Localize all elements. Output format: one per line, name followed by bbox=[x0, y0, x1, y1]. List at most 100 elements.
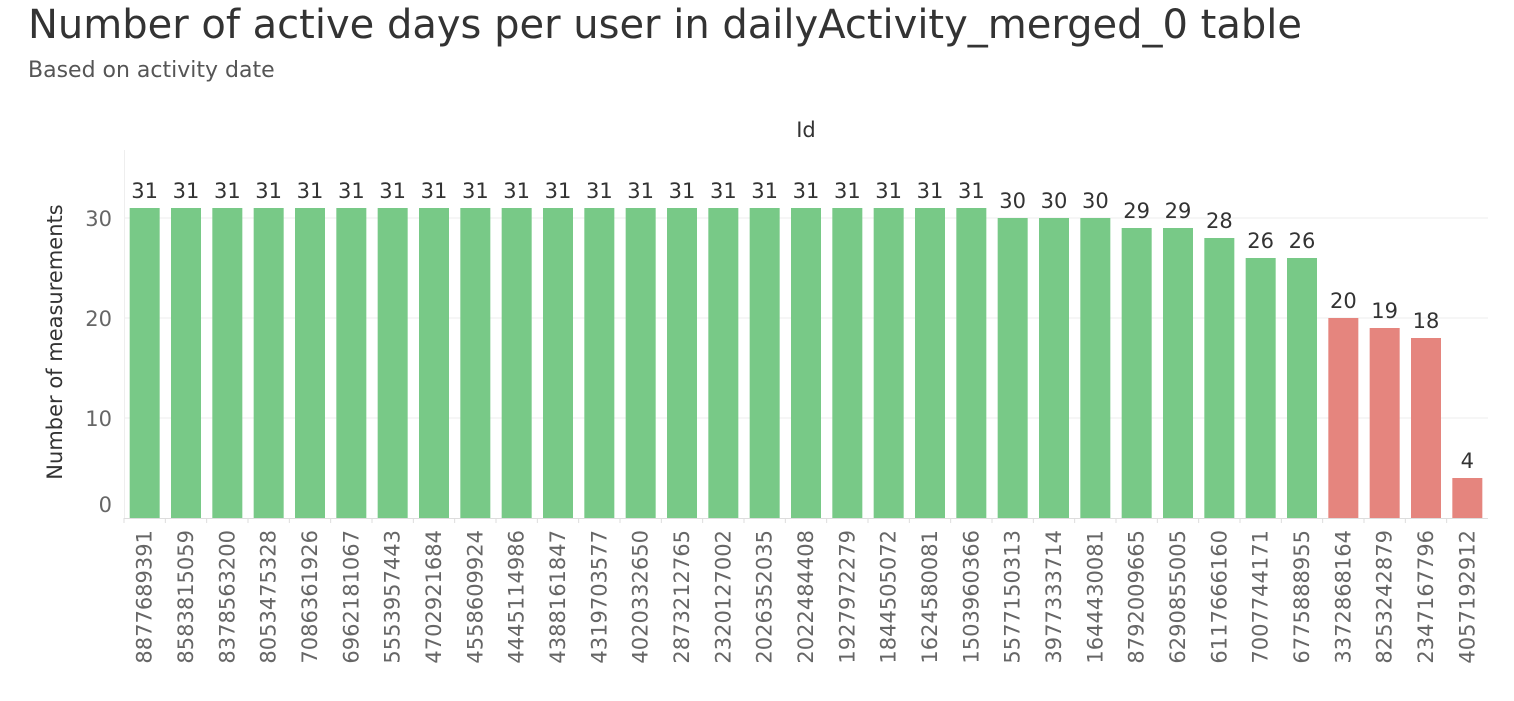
bar-2347167796 bbox=[1411, 338, 1441, 518]
data-label-8253242879: 19 bbox=[1371, 299, 1398, 323]
data-label-8378563200: 31 bbox=[214, 179, 241, 203]
chart-subtitle: Based on activity date bbox=[28, 58, 275, 83]
bar-2873212765 bbox=[667, 208, 697, 518]
data-labels: 31 31 31 31 31 31 31 31 31 31 31 31 31 31 31 31 31 31 31 31… bbox=[131, 179, 1474, 473]
data-label-7007744171: 26 bbox=[1247, 229, 1274, 253]
data-label-1644430081: 30 bbox=[1082, 189, 1109, 213]
x-axis-title: Id bbox=[796, 118, 816, 142]
x-tick-label-4558609924: 4558609924 bbox=[463, 530, 487, 664]
bar-6117666160 bbox=[1204, 238, 1235, 518]
bar-8253242879 bbox=[1369, 328, 1400, 518]
x-tick-label-4702921684: 4702921684 bbox=[422, 530, 446, 664]
x-tick-label-4388161847: 4388161847 bbox=[546, 530, 570, 664]
data-label-4702921684: 31 bbox=[421, 179, 448, 203]
data-label-2320127002: 31 bbox=[710, 179, 737, 203]
x-tick-label-4445114986: 4445114986 bbox=[505, 530, 529, 664]
data-label-4319703577: 31 bbox=[586, 179, 613, 203]
y-tick-label: 10 bbox=[85, 407, 112, 431]
data-label-4388161847: 31 bbox=[545, 179, 572, 203]
bar-8792009665 bbox=[1121, 228, 1152, 518]
data-label-4558609924: 31 bbox=[462, 179, 489, 203]
x-tick-label-2026352035: 2026352035 bbox=[753, 530, 777, 664]
x-tick-label-8378563200: 8378563200 bbox=[215, 530, 239, 664]
x-tick-label-8877689391: 8877689391 bbox=[133, 530, 157, 664]
bar-7086361926 bbox=[295, 208, 325, 518]
bar-4388161847 bbox=[543, 208, 573, 518]
bar-3977333714 bbox=[1039, 218, 1069, 518]
x-tick-label-1927972279: 1927972279 bbox=[835, 530, 859, 664]
x-tick-label-7086361926: 7086361926 bbox=[298, 530, 322, 664]
y-axis-ticks: 0 10 20 30 bbox=[85, 207, 112, 517]
data-label-4020332650: 31 bbox=[627, 179, 654, 203]
bar-4020332650 bbox=[625, 208, 656, 518]
x-tick-label-1624580081: 1624580081 bbox=[918, 530, 942, 664]
data-label-6117666160: 28 bbox=[1206, 209, 1233, 233]
bar-4445114986 bbox=[501, 208, 532, 518]
bar-5577150313 bbox=[997, 218, 1028, 518]
x-tick-label-6290855005: 6290855005 bbox=[1166, 530, 1190, 664]
y-tick-label: 30 bbox=[85, 207, 112, 231]
data-label-8583815059: 31 bbox=[173, 179, 200, 203]
chart-title: Number of active days per user in dailyA… bbox=[28, 2, 1302, 48]
bar-4319703577 bbox=[584, 208, 615, 518]
bar-1624580081 bbox=[915, 208, 945, 518]
data-label-6962181067: 31 bbox=[338, 179, 365, 203]
data-label-1503960366: 31 bbox=[958, 179, 985, 203]
bar-1644430081 bbox=[1080, 218, 1111, 518]
x-tick-label-5577150313: 5577150313 bbox=[1001, 530, 1025, 664]
bar-5553957443 bbox=[377, 208, 408, 518]
bars bbox=[129, 208, 1483, 518]
x-tick-label-8583815059: 8583815059 bbox=[174, 530, 198, 664]
data-label-5553957443: 31 bbox=[379, 179, 406, 203]
x-tick-label-8253242879: 8253242879 bbox=[1373, 530, 1397, 664]
data-label-3372868164: 20 bbox=[1330, 289, 1357, 313]
data-label-1927972279: 31 bbox=[834, 179, 861, 203]
data-label-5577150313: 30 bbox=[999, 189, 1026, 213]
x-tick-label-4057192912: 4057192912 bbox=[1455, 530, 1479, 664]
data-label-6290855005: 29 bbox=[1165, 199, 1192, 223]
bar-4702921684 bbox=[419, 208, 449, 518]
bar-3372868164 bbox=[1328, 318, 1359, 518]
bar-4558609924 bbox=[460, 208, 491, 518]
x-tick-label-4020332650: 4020332650 bbox=[629, 530, 653, 664]
data-label-8877689391: 31 bbox=[131, 179, 158, 203]
data-label-1624580081: 31 bbox=[917, 179, 944, 203]
bar-4057192912 bbox=[1452, 478, 1483, 518]
bar-6962181067 bbox=[336, 208, 367, 518]
data-label-1844505072: 31 bbox=[875, 179, 902, 203]
bar-6290855005 bbox=[1163, 228, 1193, 518]
bar-1503960366 bbox=[956, 208, 987, 518]
data-label-8053475328: 31 bbox=[255, 179, 282, 203]
bar-2022484408 bbox=[791, 208, 821, 518]
x-tick-label-4319703577: 4319703577 bbox=[587, 530, 611, 664]
x-tick-label-6775888955: 6775888955 bbox=[1290, 530, 1314, 664]
data-label-6775888955: 26 bbox=[1289, 229, 1316, 253]
bar-2320127002 bbox=[708, 208, 739, 518]
bar-6775888955 bbox=[1287, 258, 1317, 518]
data-label-2873212765: 31 bbox=[669, 179, 696, 203]
x-tick-label-3372868164: 3372868164 bbox=[1331, 530, 1355, 664]
y-axis-title: Number of measurements bbox=[43, 204, 67, 479]
x-tick-label-2347167796: 2347167796 bbox=[1414, 530, 1438, 664]
x-tick-label-2022484408: 2022484408 bbox=[794, 530, 818, 664]
bar-8378563200 bbox=[212, 208, 243, 518]
bar-8053475328 bbox=[253, 208, 284, 518]
x-tick-label-1503960366: 1503960366 bbox=[959, 530, 983, 664]
y-tick-label: 20 bbox=[85, 307, 112, 331]
x-tick-label-3977333714: 3977333714 bbox=[1042, 530, 1066, 664]
bar-8877689391 bbox=[129, 208, 160, 518]
x-tick-label-1644430081: 1644430081 bbox=[1083, 530, 1107, 664]
x-tick-label-8053475328: 8053475328 bbox=[257, 530, 281, 664]
x-tick-label-5553957443: 5553957443 bbox=[381, 530, 405, 664]
bar-1844505072 bbox=[873, 208, 904, 518]
x-tick-label-8792009665: 8792009665 bbox=[1125, 530, 1149, 664]
x-tick-label-6117666160: 6117666160 bbox=[1207, 530, 1231, 664]
x-axis-ticks: 8877689391 8583815059 8378563200 8053475328… bbox=[123, 518, 1479, 664]
data-label-4445114986: 31 bbox=[503, 179, 530, 203]
bar-1927972279 bbox=[832, 208, 863, 518]
data-label-8792009665: 29 bbox=[1123, 199, 1150, 223]
data-label-2022484408: 31 bbox=[793, 179, 820, 203]
y-tick-label: 0 bbox=[99, 493, 112, 517]
data-label-7086361926: 31 bbox=[297, 179, 324, 203]
